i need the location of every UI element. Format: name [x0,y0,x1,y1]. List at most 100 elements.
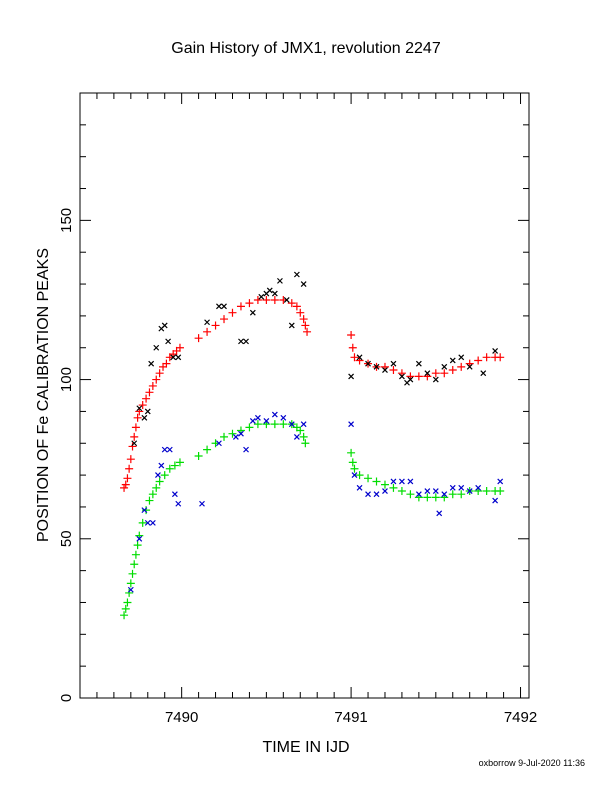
data-point [128,442,137,451]
data-point [432,488,439,494]
data-point [407,478,414,485]
x-axis-label: TIME IN IJD [262,739,349,756]
data-point [245,299,254,308]
data-point [141,414,148,421]
data-point [144,408,151,415]
data-point [204,319,210,326]
data-point [382,367,388,373]
data-point [287,299,296,308]
data-point [350,464,359,473]
data-point [373,491,380,498]
data-point [142,394,151,403]
data-point [170,354,177,361]
data-point [121,480,130,489]
data-point [175,500,182,507]
data-point [158,462,165,469]
credit-line: oxborrow 9-Jul-2020 11:36 [479,758,585,768]
data-point [474,356,483,365]
data-point [373,363,380,370]
data-point [123,598,132,607]
data-point [270,295,279,304]
data-point [166,446,173,453]
data-point [432,376,439,383]
data-point [254,414,261,421]
data-point [121,604,130,613]
data-point [258,293,265,300]
data-point [271,411,278,418]
data-point [228,308,237,317]
y-tick-label: 0 [58,694,75,702]
data-point [162,359,171,368]
data-points [120,271,505,620]
data-point [365,491,371,498]
data-point [301,439,310,448]
data-point [497,478,504,485]
data-point [127,586,134,593]
data-point [133,541,142,550]
data-point [293,271,300,278]
y-tick-label: 100 [58,367,75,392]
data-point [130,560,139,569]
data-point [364,474,373,483]
data-point [125,588,134,597]
data-point [266,287,273,294]
data-point [253,295,262,304]
data-point [496,487,505,496]
data-point [236,302,245,311]
data-point [348,373,355,380]
y-axis-label: POSITION OF Fe CALIBRATION PEAKS [35,248,52,542]
data-point [220,432,229,441]
data-point [270,420,279,429]
data-point [175,343,184,352]
data-point [136,405,143,412]
data-point [203,327,212,336]
data-point [161,322,168,329]
data-point [243,338,249,345]
data-point [279,420,288,429]
data-point [125,464,134,473]
data-point [128,569,137,578]
data-point [457,362,466,371]
data-point [348,343,357,352]
data-point [293,433,300,440]
series-0 [120,295,505,492]
series-1 [131,271,499,447]
data-point [299,315,308,324]
data-point [350,353,359,362]
data-point [153,344,160,351]
data-point [431,493,440,502]
data-point [249,309,256,316]
data-point [130,432,139,441]
x-tick-label: 7491 [334,709,367,726]
data-point [399,478,405,485]
data-point [299,432,308,441]
data-point [220,315,229,324]
data-point [194,334,203,343]
data-point [131,440,138,447]
data-point [458,484,465,491]
data-point [277,277,283,284]
data-point [221,303,227,310]
data-point [123,474,132,483]
data-point [466,363,473,370]
data-point [458,354,465,361]
data-point [228,429,237,438]
data-point [142,506,151,515]
data-point [148,360,155,367]
data-point [141,507,148,514]
data-point [161,446,168,453]
data-point [492,347,499,354]
data-point [415,491,422,498]
data-point [480,370,487,377]
data-point [431,369,440,378]
data-point [160,471,169,480]
data-point [155,477,164,486]
data-point [194,452,203,460]
data-point [149,519,156,526]
x-tick-label: 7490 [165,709,198,726]
data-point [138,401,147,410]
data-point [380,480,389,489]
data-point [133,413,142,422]
data-point [436,510,443,517]
